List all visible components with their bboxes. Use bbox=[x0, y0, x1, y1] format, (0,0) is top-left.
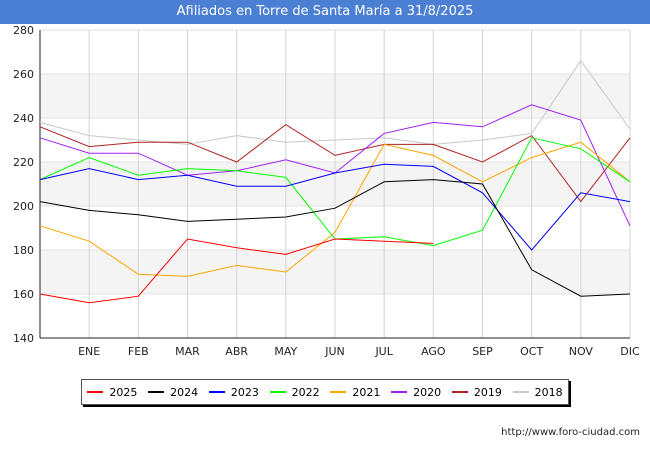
x-tick-label: ABR bbox=[225, 345, 248, 358]
x-tick-label: JUN bbox=[324, 345, 345, 358]
series-line-2018 bbox=[39, 59, 631, 145]
legend-entry-2020: 2020 bbox=[391, 386, 441, 399]
y-tick-label: 260 bbox=[13, 68, 34, 81]
legend-swatch bbox=[330, 391, 347, 393]
legend-label: 2023 bbox=[230, 385, 259, 399]
y-tick-label: 200 bbox=[13, 200, 34, 213]
x-tick-label: MAY bbox=[274, 345, 297, 358]
legend-entry-2018: 2018 bbox=[512, 385, 563, 399]
chart-title: Afiliados en Torre de Santa María a 31/8… bbox=[0, 0, 650, 24]
legend-swatch bbox=[208, 391, 225, 393]
legend-label: 2022 bbox=[291, 385, 320, 399]
y-tick-label: 220 bbox=[13, 156, 34, 169]
series-line-2025 bbox=[39, 238, 434, 304]
x-tick-label: JUL bbox=[374, 345, 393, 358]
legend-label: 2019 bbox=[473, 385, 502, 399]
x-tick-label: ENE bbox=[78, 345, 100, 358]
y-tick-label: 180 bbox=[13, 244, 34, 257]
legend-label: 2024 bbox=[170, 385, 199, 399]
legend-swatch bbox=[451, 391, 468, 393]
x-tick-label: SEP bbox=[472, 345, 493, 358]
y-tick-label: 240 bbox=[13, 112, 34, 125]
series-line-2021 bbox=[39, 141, 631, 277]
x-tick-label: DIC bbox=[620, 345, 640, 358]
series-line-2019 bbox=[39, 123, 631, 203]
legend-swatch bbox=[87, 391, 104, 393]
series-line-2023 bbox=[39, 163, 631, 251]
source-url: http://www.foro-ciudad.com bbox=[501, 427, 640, 438]
legend-label: 2018 bbox=[534, 385, 563, 399]
legend-swatch bbox=[269, 391, 286, 393]
legend-entry-2025: 2025 bbox=[87, 386, 137, 399]
x-tick-label: AGO bbox=[421, 345, 446, 358]
x-tick-label: NOV bbox=[569, 345, 594, 358]
legend-label: 2021 bbox=[352, 385, 381, 399]
legend-swatch bbox=[512, 391, 529, 393]
legend-entry-2019: 2019 bbox=[451, 385, 502, 399]
x-tick-label: OCT bbox=[520, 345, 543, 358]
legend-swatch bbox=[391, 391, 408, 393]
series-line-2024 bbox=[39, 179, 631, 297]
x-tick-label: FEB bbox=[128, 345, 149, 358]
legend-label: 2020 bbox=[413, 385, 442, 399]
legend-entry-2022: 2022 bbox=[269, 385, 320, 399]
legend-entry-2024: 2024 bbox=[148, 386, 198, 399]
x-tick-label: MAR bbox=[175, 345, 200, 358]
legend-label: 2025 bbox=[109, 385, 138, 399]
legend-entry-2023: 2023 bbox=[208, 385, 259, 399]
y-tick-label: 280 bbox=[13, 24, 34, 37]
y-tick-label: 140 bbox=[13, 332, 34, 345]
y-tick-label: 160 bbox=[13, 288, 34, 301]
legend: 2025 2024 2023 2022 2021 2020 2019 2018 bbox=[81, 379, 569, 405]
legend-swatch bbox=[148, 391, 165, 393]
legend-entry-2021: 2021 bbox=[330, 386, 380, 399]
